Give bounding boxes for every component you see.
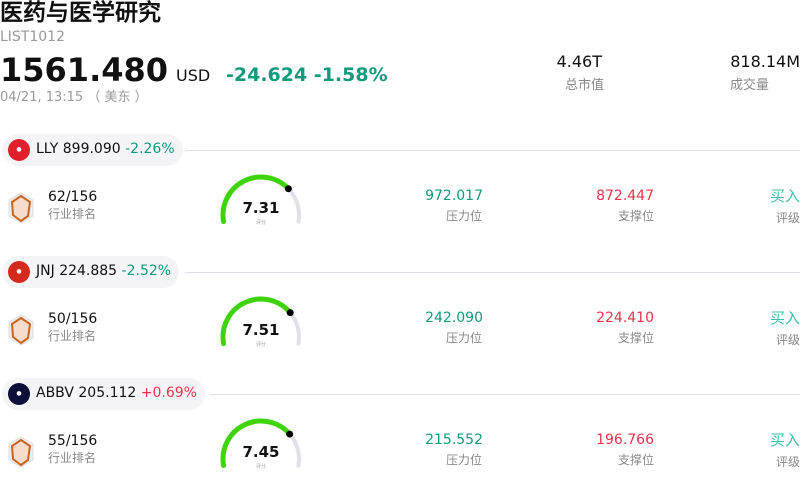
industry-rank-label: 行业排名 [48, 329, 97, 343]
rating-label: 评级 [776, 455, 800, 469]
index-change: -24.624 -1.58% [226, 64, 388, 86]
index-price: 1561.480 [0, 51, 169, 89]
stock-price: 205.112 [78, 385, 137, 402]
support-label: 支撑位 [618, 331, 655, 345]
stock-chip[interactable]: ● JNJ 224.885 -2.52% [2, 256, 180, 288]
score-label: 评分 [255, 464, 266, 470]
support-label: 支撑位 [618, 453, 655, 467]
score-value: 7.45 [242, 443, 280, 461]
company-logo-icon: ● [8, 383, 30, 405]
resistance-label: 压力位 [446, 331, 483, 345]
industry-rank-label: 行业排名 [48, 207, 97, 221]
stock-ticker: ABBV [36, 385, 74, 402]
resistance-value: 242.090 [425, 310, 483, 326]
stock-ticker: LLY [36, 141, 59, 158]
stock-ticker: JNJ [36, 263, 55, 280]
rating-label: 评级 [776, 211, 800, 225]
industry-rank: 62/156 [48, 189, 98, 205]
stock-price: 899.090 [62, 141, 121, 158]
rating-label: 评级 [776, 333, 800, 347]
resistance-label: 压力位 [446, 209, 483, 223]
rating-value[interactable]: 买入 [769, 309, 800, 327]
gauge-marker [284, 185, 292, 193]
stock-price: 224.885 [59, 263, 118, 280]
company-logo-icon: ● [8, 261, 30, 283]
gauge-marker [286, 430, 294, 438]
currency: USD [176, 66, 211, 85]
score-value: 7.31 [242, 199, 280, 217]
support-label: 支撑位 [618, 209, 655, 223]
stock-change: -2.52% [121, 263, 172, 280]
page-title: 医药与医学研究 [0, 0, 161, 26]
support-value: 196.766 [596, 432, 654, 448]
rating-value[interactable]: 买入 [769, 187, 800, 205]
rank-hexagon-icon [8, 436, 34, 468]
score-value: 7.51 [242, 321, 280, 339]
market-cap-value: 4.46T [556, 52, 602, 71]
timestamp: 04/21, 13:15 （ 美东 ） [0, 90, 148, 105]
volume-label: 成交量 [730, 78, 770, 93]
divider [210, 394, 800, 395]
list-code: LIST1012 [0, 29, 65, 45]
score-label: 评分 [255, 342, 266, 348]
support-value: 224.410 [596, 310, 654, 326]
divider [185, 150, 800, 151]
stock-chip[interactable]: ● ABBV 205.112 +0.69% [2, 378, 205, 410]
rank-hexagon-icon [8, 192, 34, 224]
stock-chip[interactable]: ● LLY 899.090 -2.26% [2, 134, 183, 166]
resistance-label: 压力位 [446, 453, 483, 467]
volume-value: 818.14M [730, 52, 800, 71]
gauge-marker [286, 309, 294, 317]
industry-rank-label: 行业排名 [48, 451, 97, 465]
divider [185, 272, 800, 273]
market-cap-label: 总市值 [565, 78, 605, 93]
score-label: 评分 [255, 220, 266, 226]
resistance-value: 972.017 [425, 188, 483, 204]
stock-change: -2.26% [125, 141, 175, 158]
rating-value[interactable]: 买入 [769, 431, 800, 449]
industry-rank: 55/156 [48, 433, 98, 449]
stock-change: +0.69% [140, 385, 197, 402]
industry-rank: 50/156 [48, 311, 98, 327]
rank-hexagon-icon [8, 314, 34, 346]
resistance-value: 215.552 [425, 432, 483, 448]
company-logo-icon: ● [8, 139, 30, 161]
support-value: 872.447 [596, 188, 654, 204]
